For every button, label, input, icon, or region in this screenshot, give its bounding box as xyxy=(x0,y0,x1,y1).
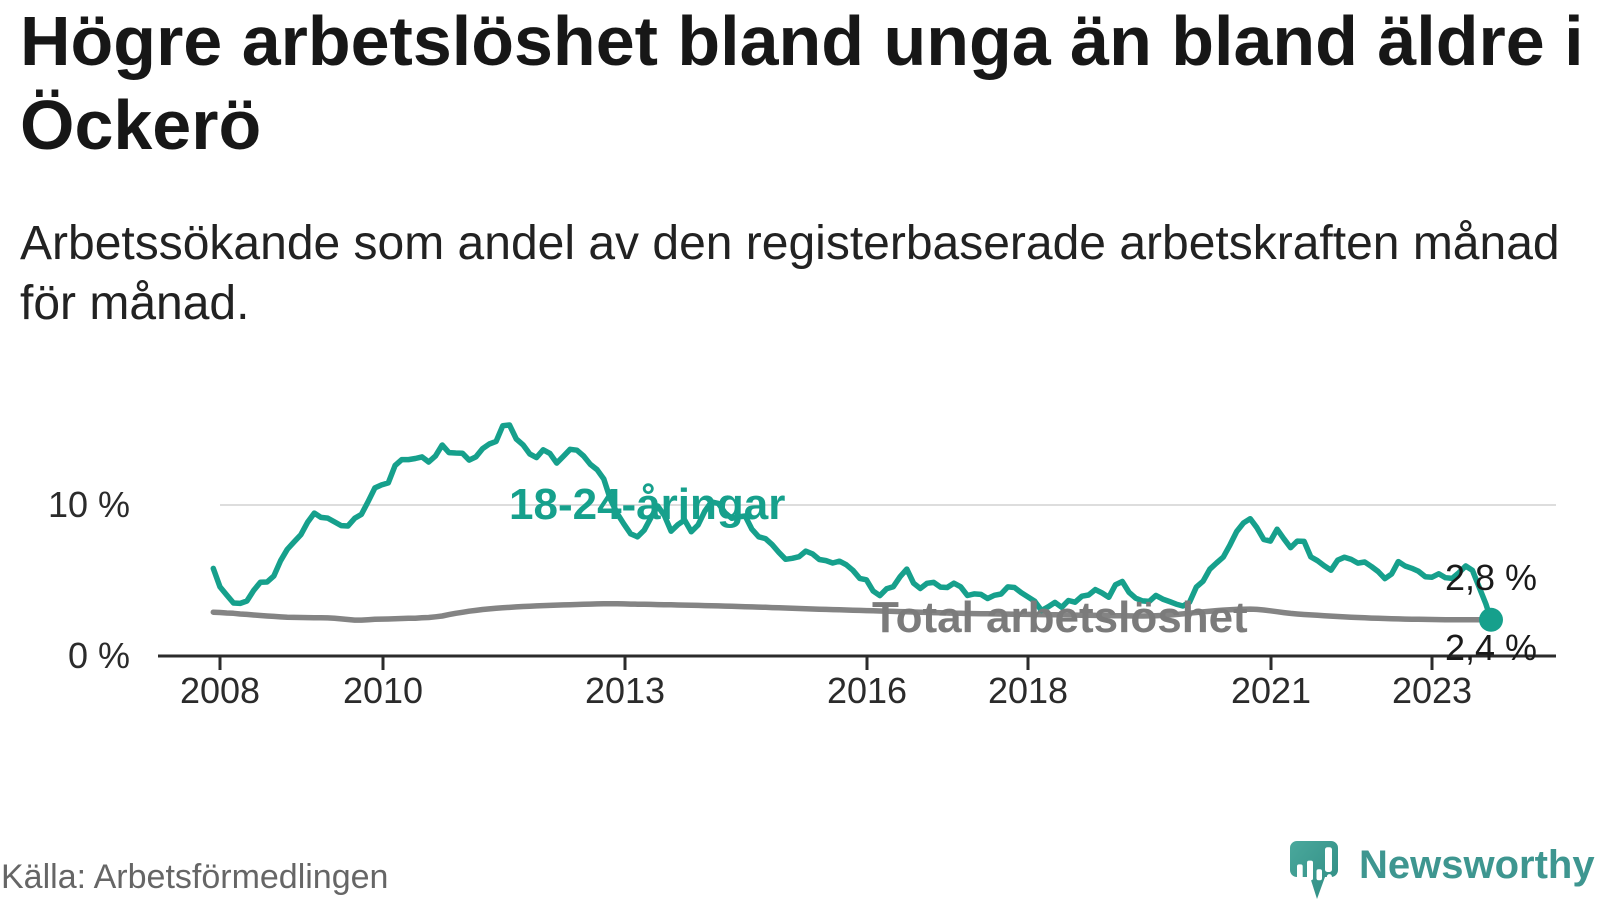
svg-text:2018: 2018 xyxy=(988,670,1068,711)
svg-text:2008: 2008 xyxy=(180,670,260,711)
svg-text:10 %: 10 % xyxy=(48,484,130,525)
svg-text:0 %: 0 % xyxy=(68,635,130,676)
svg-text:2016: 2016 xyxy=(827,670,907,711)
svg-text:2010: 2010 xyxy=(343,670,423,711)
svg-text:2,8 %: 2,8 % xyxy=(1445,557,1537,598)
svg-text:2,4 %: 2,4 % xyxy=(1445,627,1537,668)
svg-text:2013: 2013 xyxy=(585,670,665,711)
svg-text:Total arbetslöshet: Total arbetslöshet xyxy=(872,593,1248,642)
svg-text:18-24-åringar: 18-24-åringar xyxy=(509,480,785,529)
svg-text:2023: 2023 xyxy=(1392,670,1472,711)
svg-text:2021: 2021 xyxy=(1231,670,1311,711)
